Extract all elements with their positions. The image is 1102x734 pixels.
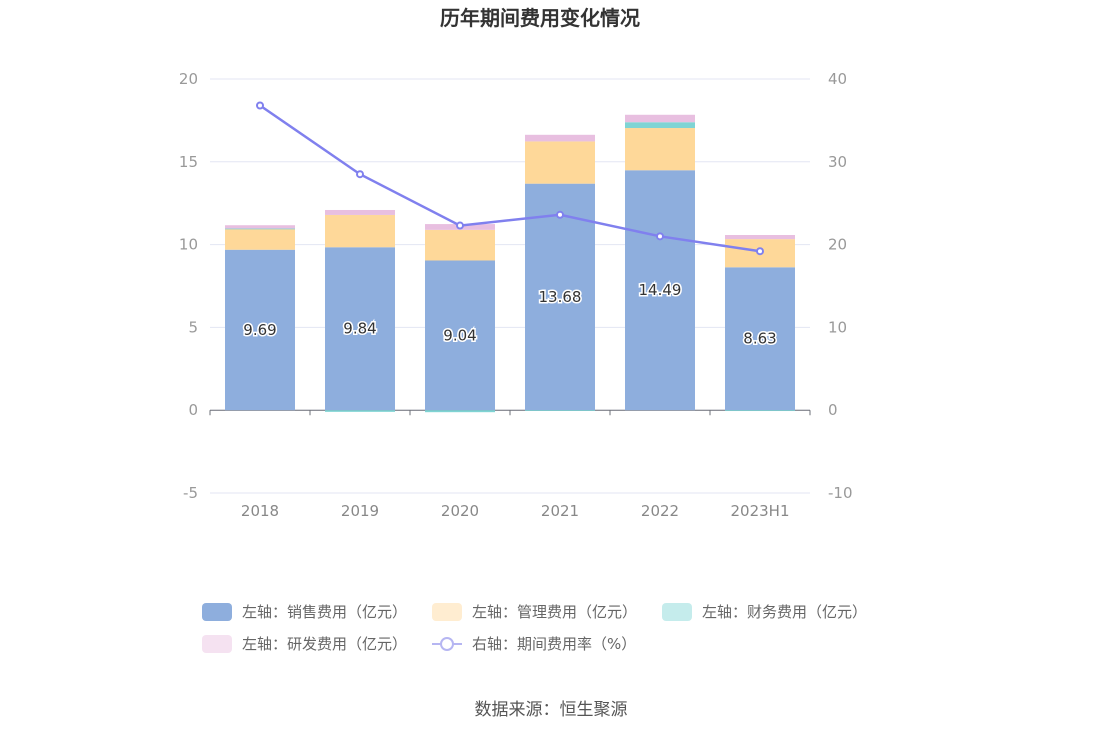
bar	[325, 214, 395, 248]
y-left-tick: 20	[179, 70, 198, 88]
y-left-tick: 5	[188, 318, 198, 336]
bar-value-label: 13.68	[539, 288, 582, 306]
x-tick-label: 2022	[641, 502, 679, 520]
bar-value-label: 9.84	[343, 320, 376, 338]
line-point	[556, 210, 564, 219]
bar	[725, 267, 795, 411]
bar	[425, 229, 495, 261]
bar	[625, 114, 695, 123]
bar	[525, 183, 595, 411]
bar	[725, 234, 795, 240]
legend-item-label: 左轴：销售费用（亿元）	[242, 603, 407, 621]
y-left-tick: 10	[179, 236, 198, 254]
bar-value-label: 8.63	[743, 330, 776, 348]
y-right-tick: 20	[828, 236, 847, 254]
bar	[525, 141, 595, 184]
bar	[225, 225, 295, 229]
bars	[225, 114, 795, 413]
y-right-tick: 0	[828, 401, 838, 419]
x-tick-label: 2021	[541, 502, 579, 520]
legend-swatch-icon	[662, 603, 692, 621]
bar-value-label: 9.04	[443, 326, 476, 344]
legend-item-label: 右轴：期间费用率（%）	[472, 635, 636, 653]
bar-labels: 9.69 9.84 9.04 13.68 14.49 8.63	[242, 280, 778, 350]
bar	[625, 122, 695, 129]
legend-swatch-icon	[202, 603, 232, 621]
y-right-tick: 40	[828, 70, 847, 88]
line-path	[259, 104, 761, 253]
y-right-tick: 10	[828, 318, 847, 336]
line-point	[256, 101, 264, 110]
legend-item-label: 左轴：管理费用（亿元）	[472, 603, 637, 621]
bar	[325, 410, 395, 412]
y-left-tick: -5	[183, 484, 198, 502]
x-tick-label: 2023H1	[731, 502, 790, 520]
legend-swatch-icon	[432, 603, 462, 621]
bar	[625, 128, 695, 171]
grid: -5 0 5 10 15 20 -10 0 10 20 30 40 2018 2019 2020 2021 20…	[179, 70, 853, 520]
data-source: 数据来源：恒生聚源	[475, 700, 628, 720]
line-point	[456, 221, 464, 230]
bar	[225, 249, 295, 411]
y-right-tick: -10	[828, 484, 853, 502]
legend[interactable]: 左轴：销售费用（亿元） 左轴：管理费用（亿元） 左轴：财务费用（亿元） 左轴：研发费用…	[202, 603, 867, 653]
x-tick-label: 2020	[441, 502, 479, 520]
x-tick-label: 2018	[241, 502, 279, 520]
line-point	[756, 247, 764, 256]
bar	[625, 170, 695, 411]
bar	[725, 410, 795, 412]
x-tick-label: 2019	[341, 502, 379, 520]
y-right-tick: 30	[828, 153, 847, 171]
bar	[325, 247, 395, 411]
bar	[525, 410, 595, 411]
bar-value-label: 9.69	[243, 321, 276, 339]
legend-item-label: 左轴：研发费用（亿元）	[242, 635, 407, 653]
line-point	[656, 232, 664, 241]
bar	[425, 410, 495, 413]
y-left-tick: 0	[188, 401, 198, 419]
line-series	[256, 101, 764, 256]
legend-swatch-icon	[202, 635, 232, 653]
chart-title: 历年期间费用变化情况	[440, 6, 640, 30]
y-left-tick: 15	[179, 153, 198, 171]
bar	[325, 209, 395, 215]
legend-item-label: 左轴：财务费用（亿元）	[702, 603, 867, 621]
legend-line-marker-icon	[440, 637, 454, 651]
bar	[525, 134, 595, 142]
bar	[225, 229, 295, 250]
bar-value-label: 14.49	[639, 281, 682, 299]
bar	[425, 260, 495, 411]
line-point	[356, 170, 364, 179]
bar	[225, 228, 295, 230]
